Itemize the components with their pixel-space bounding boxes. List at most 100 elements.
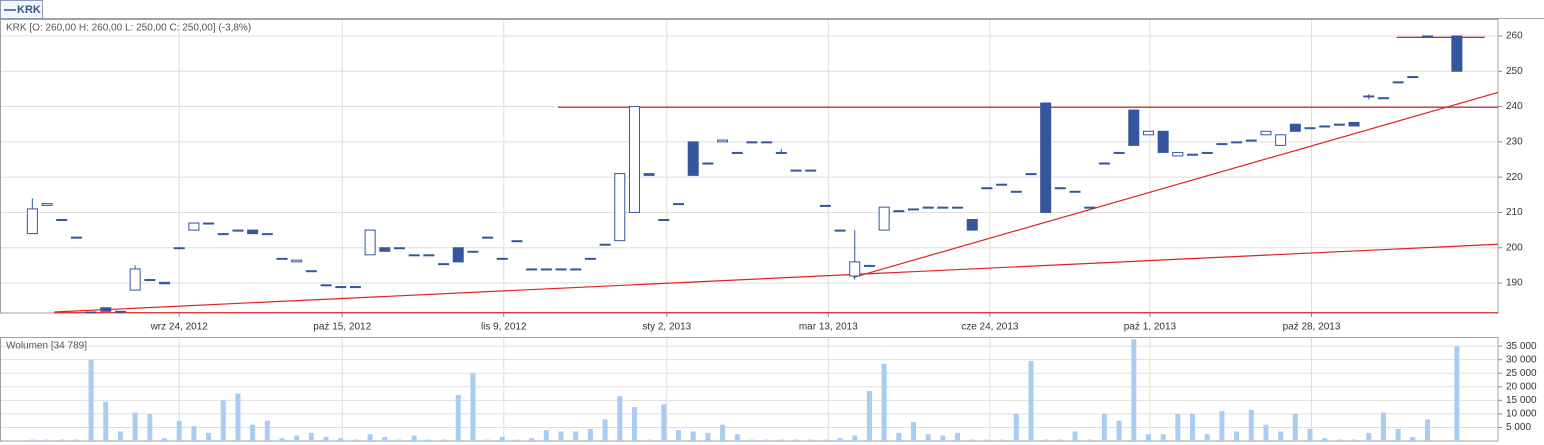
volume-bar: [558, 431, 564, 441]
candle-body: [863, 264, 875, 267]
volume-bar: [1366, 432, 1372, 441]
volume-bar: [881, 363, 887, 441]
candle-body: [614, 173, 626, 242]
volume-bar: [220, 400, 226, 441]
volume-bar: [1028, 361, 1034, 441]
candle-body: [878, 206, 890, 231]
volume-bar: [1248, 409, 1254, 441]
candle-body: [496, 257, 508, 260]
volume-bar: [1278, 431, 1284, 441]
volume-bar: [1043, 439, 1049, 441]
volume-bar: [1351, 439, 1357, 441]
y-tick-label: 20 000: [1506, 381, 1537, 392]
volume-bar: [969, 439, 975, 441]
volume-bar: [59, 439, 65, 441]
y-tick-label: 25 000: [1506, 368, 1537, 379]
candle-body: [70, 236, 82, 239]
y-tick-label: 35 000: [1506, 341, 1537, 352]
candle-body: [849, 261, 861, 277]
y-tick-label: 5 000: [1506, 422, 1531, 433]
candle-body: [952, 206, 964, 209]
volume-bar: [1101, 413, 1107, 441]
candle-body: [217, 233, 229, 236]
candle-body: [1201, 151, 1213, 154]
volume-bar: [1234, 431, 1240, 441]
candle-body: [1157, 130, 1169, 153]
candle-body: [673, 203, 685, 206]
volume-bar: [29, 439, 35, 441]
volume-bar: [587, 428, 593, 441]
volume-bar: [749, 439, 755, 441]
candle-body: [1084, 206, 1096, 209]
y-tick-label: 200: [1506, 242, 1523, 253]
candle-body: [1231, 141, 1243, 144]
candle-body: [1216, 143, 1228, 146]
candle-body: [643, 173, 655, 176]
candle-body: [1363, 95, 1375, 98]
x-tick-label: wrz 24, 2012: [150, 322, 209, 333]
candle-body: [658, 219, 670, 222]
volume-bar: [720, 424, 726, 441]
candle-body: [452, 247, 464, 263]
volume-bar: [323, 436, 329, 441]
volume-bar: [117, 431, 123, 441]
candle-body: [408, 254, 420, 257]
volume-bar: [441, 439, 447, 441]
candle-body: [26, 208, 38, 235]
volume-bar: [1380, 412, 1386, 441]
y-tick-label: 15 000: [1506, 395, 1537, 406]
volume-bar: [132, 412, 138, 441]
volume-bar: [235, 393, 241, 441]
candle-body: [893, 210, 905, 213]
candle-body: [467, 250, 479, 253]
volume-bar: [1072, 431, 1078, 441]
volume-bar: [764, 439, 770, 441]
volume-bar: [1013, 413, 1019, 441]
y-tick-label: 260: [1506, 31, 1523, 42]
y-tick-label: 240: [1506, 101, 1523, 112]
volume-bar: [1175, 413, 1181, 441]
volume-bar: [338, 438, 344, 441]
candle-body: [203, 222, 215, 225]
volume-bar: [1145, 434, 1151, 441]
candle-body: [335, 286, 347, 289]
candle-body: [834, 229, 846, 232]
volume-bar: [631, 407, 637, 441]
candle-body: [922, 206, 934, 209]
volume-bar: [352, 439, 358, 441]
volume-bar: [470, 373, 476, 441]
volume-bar: [1336, 439, 1342, 441]
symbol-tab[interactable]: [0, 0, 43, 19]
candle-body: [41, 203, 53, 206]
candle-body: [761, 141, 773, 144]
candle-body: [364, 229, 376, 256]
candle-body: [540, 268, 552, 271]
candle-body: [423, 254, 435, 257]
candle-body: [1275, 134, 1287, 146]
candle-body: [291, 259, 303, 263]
candle-body: [129, 268, 141, 291]
volume-bar: [1263, 424, 1269, 441]
volume-bar: [1219, 411, 1225, 441]
candle-body: [1422, 35, 1434, 38]
volume-bar: [1307, 428, 1313, 441]
candle-body: [1304, 127, 1316, 130]
volume-bar: [896, 432, 902, 441]
candle-body: [305, 270, 317, 273]
candle-body: [819, 204, 831, 207]
volume-bar: [1454, 346, 1460, 441]
volume-bar: [661, 404, 667, 441]
candle-body: [173, 247, 185, 250]
volume-bar: [955, 432, 961, 441]
candle-body: [1451, 35, 1463, 72]
volume-bar: [206, 432, 212, 441]
candle-body: [320, 284, 332, 287]
volume-bar: [1425, 419, 1431, 441]
volume-bar: [940, 435, 946, 441]
tab-label[interactable]: KRK: [17, 4, 41, 16]
y-tick-label: 250: [1506, 66, 1523, 77]
chart-title: KRK [O: 260,00 H: 260,00 L: 250,00 C: 25…: [6, 23, 251, 34]
volume-bar: [1057, 439, 1063, 441]
x-tick-label: lis 9, 2012: [481, 322, 527, 333]
candle-body: [570, 268, 582, 271]
